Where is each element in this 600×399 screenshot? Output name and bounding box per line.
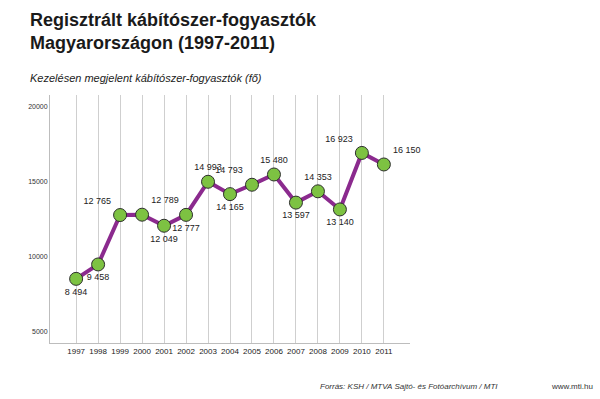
svg-text:2006: 2006 <box>265 347 283 356</box>
svg-text:2002: 2002 <box>177 347 195 356</box>
svg-text:2007: 2007 <box>287 347 305 356</box>
svg-text:12 777: 12 777 <box>172 223 200 233</box>
svg-text:2005: 2005 <box>243 347 261 356</box>
svg-text:2011: 2011 <box>375 347 393 356</box>
svg-text:2000: 2000 <box>133 347 151 356</box>
svg-text:1998: 1998 <box>89 347 107 356</box>
svg-text:12 049: 12 049 <box>150 234 178 244</box>
svg-text:13 597: 13 597 <box>282 210 310 220</box>
svg-text:8 494: 8 494 <box>65 287 88 297</box>
svg-text:1997: 1997 <box>67 347 85 356</box>
svg-text:20000: 20000 <box>28 103 48 110</box>
svg-text:2003: 2003 <box>199 347 217 356</box>
svg-text:16 150: 16 150 <box>393 145 421 155</box>
svg-text:2008: 2008 <box>309 347 327 356</box>
svg-text:Forrás: KSH / MTVA Sajtó- és F: Forrás: KSH / MTVA Sajtó- és Fotóarchívu… <box>320 382 498 391</box>
svg-text:9 458: 9 458 <box>87 272 110 282</box>
svg-text:14 793: 14 793 <box>215 165 243 175</box>
svg-text:2009: 2009 <box>331 347 349 356</box>
svg-text:14 353: 14 353 <box>304 172 332 182</box>
svg-text:14 993: 14 993 <box>194 162 222 172</box>
svg-text:1999: 1999 <box>111 347 129 356</box>
svg-text:10000: 10000 <box>28 253 48 260</box>
svg-text:15 480: 15 480 <box>260 155 288 165</box>
svg-text:5000: 5000 <box>32 328 48 335</box>
svg-text:16 923: 16 923 <box>325 134 353 144</box>
svg-text:2001: 2001 <box>155 347 173 356</box>
svg-text:2004: 2004 <box>221 347 239 356</box>
svg-text:Kezelésen megjelent kábítószer: Kezelésen megjelent kábítószer-fogyasztó… <box>30 72 262 84</box>
svg-text:www.mti.hu: www.mti.hu <box>551 382 593 391</box>
svg-text:15000: 15000 <box>28 178 48 185</box>
svg-text:Regisztrált kábítószer-fogyasz: Regisztrált kábítószer-fogyasztókMagyaro… <box>30 10 317 53</box>
svg-text:12 765: 12 765 <box>83 196 111 206</box>
svg-text:14 165: 14 165 <box>216 202 244 212</box>
svg-text:12 789: 12 789 <box>151 195 179 205</box>
svg-text:13 140: 13 140 <box>326 217 354 227</box>
svg-text:2010: 2010 <box>353 347 371 356</box>
